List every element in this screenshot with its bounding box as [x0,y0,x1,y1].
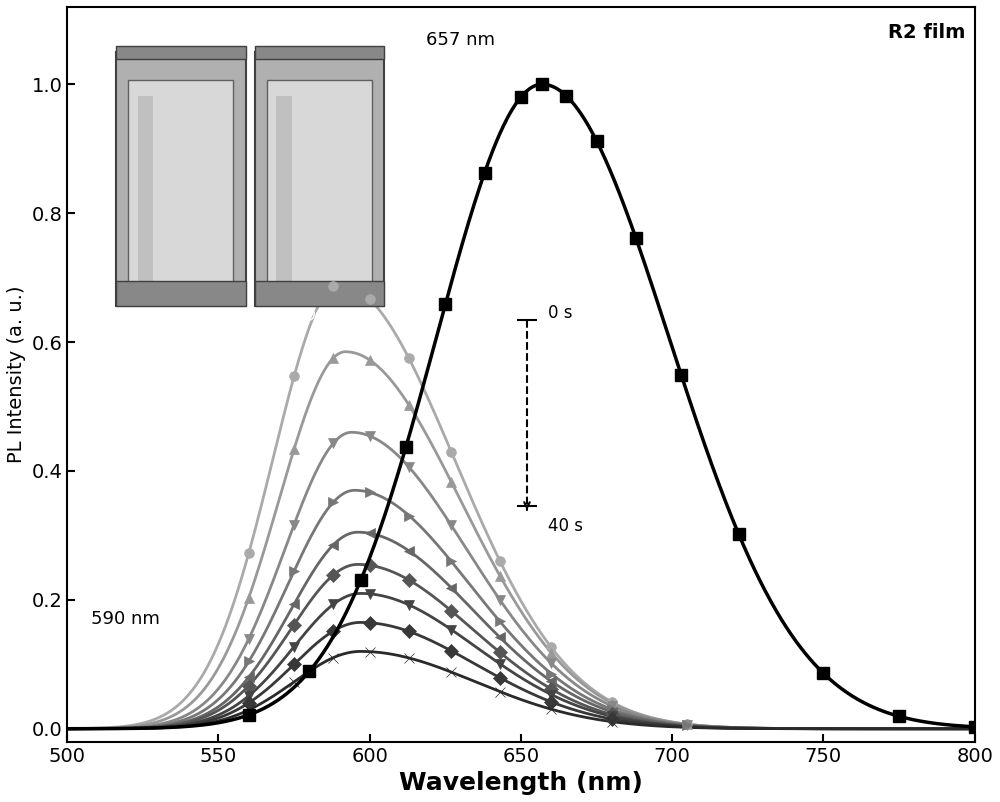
X-axis label: Wavelength (nm): Wavelength (nm) [399,771,643,795]
Text: 0 s: 0 s [548,304,573,322]
Text: 40 s: 40 s [548,516,583,535]
Text: 590 nm: 590 nm [91,610,160,628]
Text: R2 film: R2 film [888,23,966,43]
Text: 657 nm: 657 nm [426,30,495,49]
Y-axis label: PL Intensity (a. u.): PL Intensity (a. u.) [7,286,26,463]
